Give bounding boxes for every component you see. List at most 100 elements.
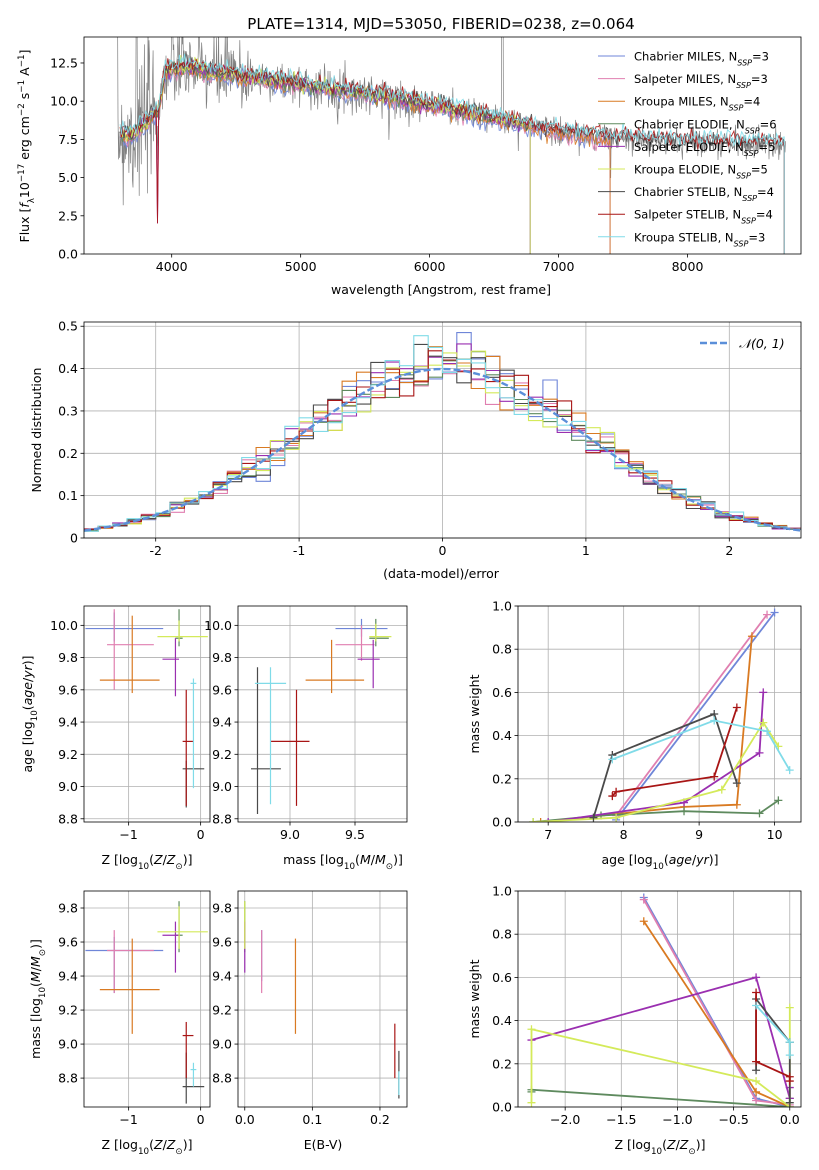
y-axis-label-part: mass [log — [28, 998, 43, 1059]
legend-label-part: Salpeter ELODIE, N — [634, 140, 744, 154]
x-tick-label: 0 — [197, 827, 205, 842]
x-axis-label-part: ( — [664, 852, 669, 867]
y-tick-label: 9.0 — [212, 779, 232, 794]
x-tick-label: −1 — [119, 827, 137, 842]
x-tick-label: 1 — [582, 543, 590, 558]
y-tick-label: 0.2 — [58, 446, 78, 461]
x-axis-label: Z [log10(Z/Z⊙)] — [615, 1137, 706, 1157]
axes-age_vs_Z — [84, 606, 210, 822]
axes-spectrum — [117, 37, 786, 254]
weight-marker — [755, 809, 764, 818]
x-tick-label: 0.2 — [370, 1112, 390, 1127]
x-axis-label: age [log10(age/yr)] — [601, 852, 718, 872]
x-tick-label: 9 — [695, 827, 703, 842]
y-tick-label: 9.4 — [58, 969, 78, 984]
y-tick-label: 0 — [70, 531, 78, 546]
x-tick-label: 0 — [439, 543, 447, 558]
axes-frame — [517, 890, 802, 1108]
y-axis-label: Normed distribution — [29, 368, 44, 493]
weight-line — [611, 707, 738, 797]
legend-label-part: Chabrier MILES, N — [634, 50, 737, 64]
y-tick-label: 10.0 — [204, 618, 232, 633]
y-axis-label-part: −17 — [17, 164, 27, 182]
y-tick-label: 0.2 — [492, 771, 512, 786]
axes-frame — [237, 605, 408, 823]
plot-area — [527, 893, 794, 1107]
weight-marker — [770, 608, 779, 617]
x-axis-label-part: / — [163, 852, 168, 867]
y-axis-label: mass [log10(M/M⊙)] — [28, 939, 48, 1059]
legend-label-part: SSP — [737, 58, 752, 67]
model-spectrum-line — [119, 62, 611, 254]
x-axis-label-part: 10 — [344, 862, 355, 872]
weight-marker — [527, 1025, 536, 1034]
legend: 𝒩(0, 1) — [700, 336, 785, 351]
x-axis-label-part: age [log — [601, 852, 652, 867]
plot-area — [85, 901, 208, 1104]
axes-frame — [517, 605, 802, 823]
weight-marker — [752, 973, 761, 982]
legend-label: Chabrier ELODIE, NSSP=6 — [634, 117, 777, 135]
weight-marker — [732, 779, 741, 788]
y-tick-label: 9.6 — [212, 682, 232, 697]
x-axis-label-part: ( — [355, 852, 360, 867]
x-axis-label-part: )] — [183, 1137, 193, 1152]
weight-line — [611, 719, 791, 771]
legend-label-part: SSP — [736, 171, 751, 180]
weight-marker — [759, 688, 768, 697]
y-tick-label: 0.2 — [492, 1056, 512, 1071]
legend-label-part: Salpeter STELIB, N — [634, 208, 741, 222]
y-tick-label: 8.8 — [212, 811, 232, 826]
y-axis-label-part: age — [20, 682, 35, 706]
y-tick-label: 0.4 — [58, 361, 78, 376]
plot-area — [529, 608, 794, 822]
legend-label-part: =3 — [748, 230, 765, 244]
legend-label-part: Chabrier STELIB, N — [634, 185, 742, 199]
error-bar-point — [85, 936, 164, 994]
x-axis-label-part: ⊙ — [175, 862, 182, 872]
axes-mass_vs_Z — [84, 891, 210, 1107]
y-axis-label-part: −1 — [17, 54, 27, 67]
y-tick-label: 0.4 — [492, 728, 512, 743]
y-tick-label: 9.6 — [58, 935, 78, 950]
x-axis-label-part: M — [375, 852, 386, 867]
histogram-kroupa-stelib — [84, 335, 801, 532]
y-tick-label: 0.5 — [58, 319, 78, 334]
x-axis-label-part: 10 — [138, 1147, 149, 1157]
y-tick-label: 8.8 — [58, 1071, 78, 1086]
weight-marker — [717, 785, 726, 794]
error-bar-point — [182, 1021, 194, 1079]
weight-marker — [732, 800, 741, 809]
weight-marker — [608, 755, 617, 764]
y-tick-label: 0.6 — [492, 970, 512, 985]
weight-marker — [710, 716, 719, 725]
y-tick-label: 10.0 — [50, 618, 78, 633]
weight-marker — [732, 703, 741, 712]
y-tick-label: 10.0 — [50, 94, 78, 109]
x-axis-label: mass [log10(M/M⊙)] — [283, 852, 403, 872]
weight-marker — [755, 748, 764, 757]
weight-marker — [785, 1051, 794, 1060]
legend-label: 𝒩(0, 1) — [739, 336, 785, 351]
y-tick-label: 9.8 — [58, 650, 78, 665]
legend-label: Chabrier MILES, NSSP=3 — [634, 50, 769, 68]
axes-mass_weight_vs_Z — [518, 890, 801, 1108]
y-axis-label-part: / — [28, 966, 43, 971]
error-bar-point — [99, 615, 160, 694]
y-axis-label-part: Flux [ — [17, 208, 32, 243]
x-axis-label-part: ( — [149, 852, 154, 867]
y-axis-label-part: 10 — [38, 987, 48, 998]
x-axis-label: wavelength [Angstrom, rest frame] — [331, 282, 551, 297]
legend-label-part: SSP — [742, 194, 757, 203]
legend-label-part: =5 — [758, 140, 775, 154]
weight-marker — [759, 718, 768, 727]
x-axis-label-part: Z — [166, 852, 176, 867]
error-bar-point — [162, 638, 180, 697]
weight-marker — [639, 895, 648, 904]
x-axis-label-part: 10 — [651, 1147, 662, 1157]
legend-label-part: SSP — [745, 126, 760, 135]
x-axis-label-part: ( — [662, 1137, 667, 1152]
y-axis-label-part: λ — [27, 198, 37, 203]
x-tick-label: −1.0 — [662, 1112, 692, 1127]
